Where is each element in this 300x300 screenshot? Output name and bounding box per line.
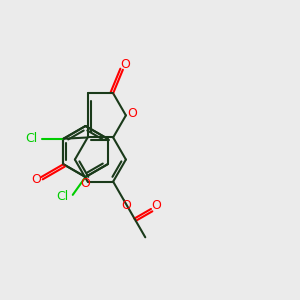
Text: O: O <box>81 176 90 190</box>
Text: O: O <box>151 200 161 212</box>
Text: O: O <box>120 58 130 71</box>
Text: O: O <box>122 199 132 212</box>
Text: Cl: Cl <box>25 132 37 145</box>
Text: O: O <box>32 173 42 186</box>
Text: Cl: Cl <box>56 190 68 203</box>
Text: O: O <box>127 107 137 120</box>
